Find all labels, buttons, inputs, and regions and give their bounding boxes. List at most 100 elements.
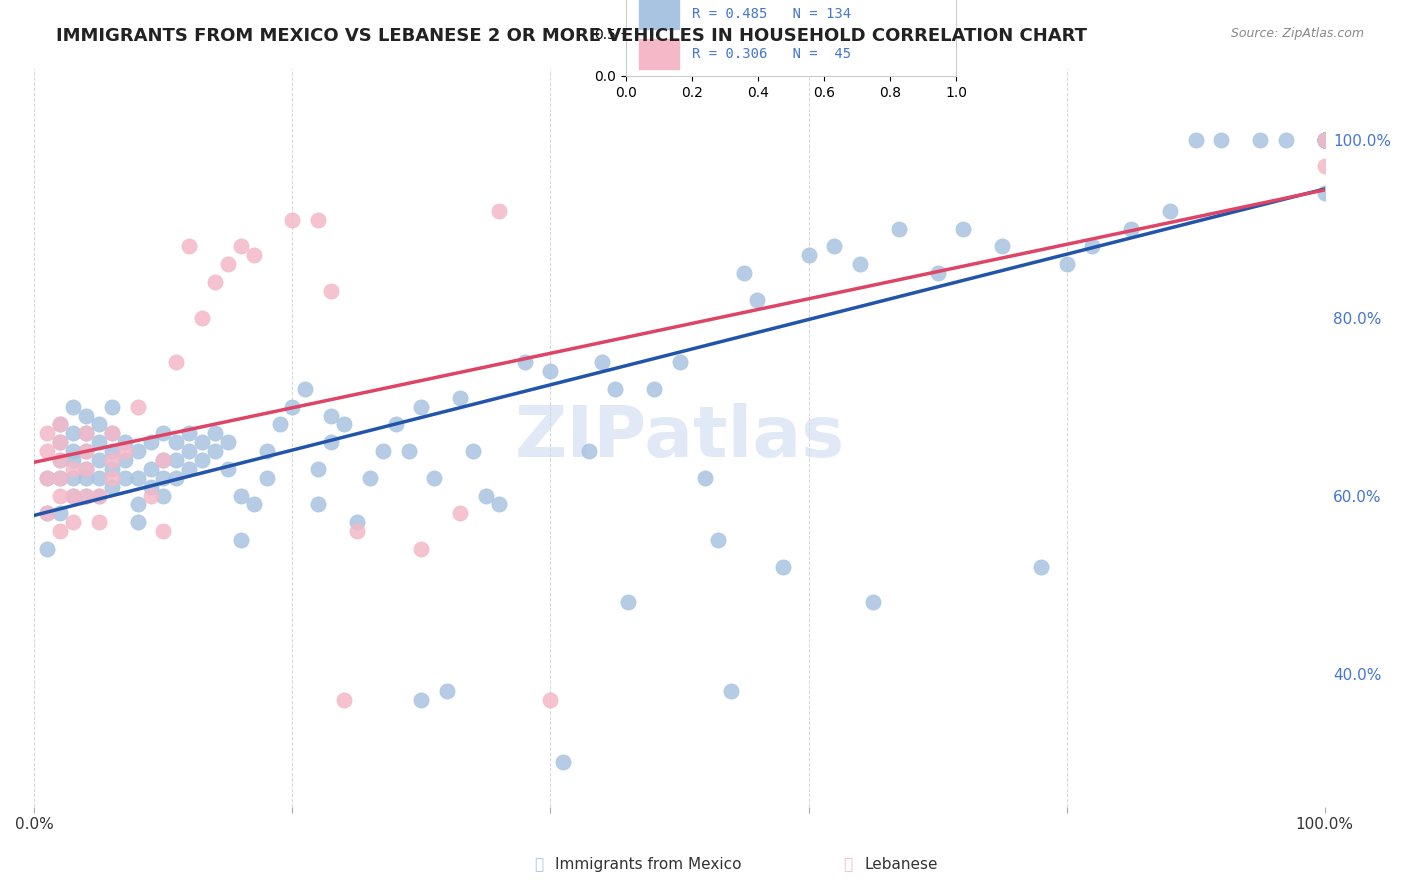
Point	[62, 462, 84, 476]
Point	[488, 498, 510, 512]
Point	[862, 595, 884, 609]
Point	[127, 444, 149, 458]
Point	[75, 471, 97, 485]
Point	[62, 489, 84, 503]
Point	[359, 471, 381, 485]
Point	[823, 239, 845, 253]
Point	[139, 462, 162, 476]
Point	[294, 382, 316, 396]
Point	[242, 248, 264, 262]
Point	[1313, 133, 1336, 147]
Point	[411, 541, 433, 556]
Point	[37, 471, 59, 485]
Point	[269, 417, 291, 432]
Point	[49, 417, 72, 432]
Point	[745, 293, 768, 307]
Text: Immigrants from Mexico: Immigrants from Mexico	[555, 857, 742, 872]
Text: Source: ZipAtlas.com: Source: ZipAtlas.com	[1230, 27, 1364, 40]
Point	[1275, 133, 1298, 147]
Point	[75, 489, 97, 503]
Point	[101, 453, 124, 467]
Point	[991, 239, 1014, 253]
Point	[1313, 133, 1336, 147]
Point	[475, 489, 498, 503]
Point	[695, 471, 717, 485]
Point	[75, 444, 97, 458]
Point	[591, 355, 613, 369]
Point	[49, 471, 72, 485]
Text: Lebanese: Lebanese	[865, 857, 938, 872]
Point	[411, 693, 433, 707]
Point	[1313, 133, 1336, 147]
Point	[87, 417, 110, 432]
Point	[165, 471, 187, 485]
Point	[127, 498, 149, 512]
Point	[423, 471, 446, 485]
Point	[540, 364, 562, 378]
Point	[927, 266, 949, 280]
Point	[127, 471, 149, 485]
Point	[1313, 133, 1336, 147]
Point	[152, 453, 174, 467]
Point	[37, 471, 59, 485]
Point	[1249, 133, 1271, 147]
Point	[887, 221, 910, 235]
Point	[179, 239, 201, 253]
Point	[229, 533, 252, 547]
Point	[321, 435, 343, 450]
Point	[217, 462, 239, 476]
Point	[1313, 133, 1336, 147]
Point	[87, 516, 110, 530]
Point	[1081, 239, 1104, 253]
Point	[1313, 133, 1336, 147]
Point	[101, 426, 124, 441]
Point	[165, 355, 187, 369]
Point	[179, 426, 201, 441]
Point	[1313, 133, 1336, 147]
Text: R = 0.485   N = 134: R = 0.485 N = 134	[692, 7, 851, 21]
Point	[1313, 133, 1336, 147]
Point	[307, 212, 329, 227]
Point	[371, 444, 394, 458]
Point	[75, 462, 97, 476]
Point	[101, 480, 124, 494]
Point	[114, 453, 136, 467]
Point	[49, 435, 72, 450]
Point	[75, 489, 97, 503]
Text: ZIPatlas: ZIPatlas	[515, 403, 845, 472]
Point	[101, 462, 124, 476]
Point	[643, 382, 665, 396]
Point	[952, 221, 974, 235]
Point	[281, 400, 304, 414]
Point	[229, 239, 252, 253]
Point	[204, 426, 226, 441]
Point	[152, 489, 174, 503]
Point	[62, 471, 84, 485]
Point	[191, 453, 214, 467]
Point	[87, 471, 110, 485]
Point	[127, 516, 149, 530]
Point	[87, 453, 110, 467]
Point	[436, 684, 458, 698]
Point	[139, 480, 162, 494]
Point	[307, 462, 329, 476]
Point	[49, 435, 72, 450]
Point	[152, 426, 174, 441]
Point	[461, 444, 484, 458]
Point	[333, 417, 356, 432]
Point	[75, 462, 97, 476]
Point	[217, 257, 239, 271]
Text: IMMIGRANTS FROM MEXICO VS LEBANESE 2 OR MORE VEHICLES IN HOUSEHOLD CORRELATION C: IMMIGRANTS FROM MEXICO VS LEBANESE 2 OR …	[56, 27, 1087, 45]
Point	[1313, 133, 1336, 147]
Point	[1313, 186, 1336, 200]
Text: ⬜: ⬜	[844, 857, 852, 872]
Point	[733, 266, 755, 280]
Point	[75, 426, 97, 441]
Point	[49, 524, 72, 538]
Point	[152, 453, 174, 467]
Point	[668, 355, 690, 369]
Point	[1029, 559, 1052, 574]
Point	[1313, 133, 1336, 147]
Point	[49, 453, 72, 467]
Point	[281, 212, 304, 227]
